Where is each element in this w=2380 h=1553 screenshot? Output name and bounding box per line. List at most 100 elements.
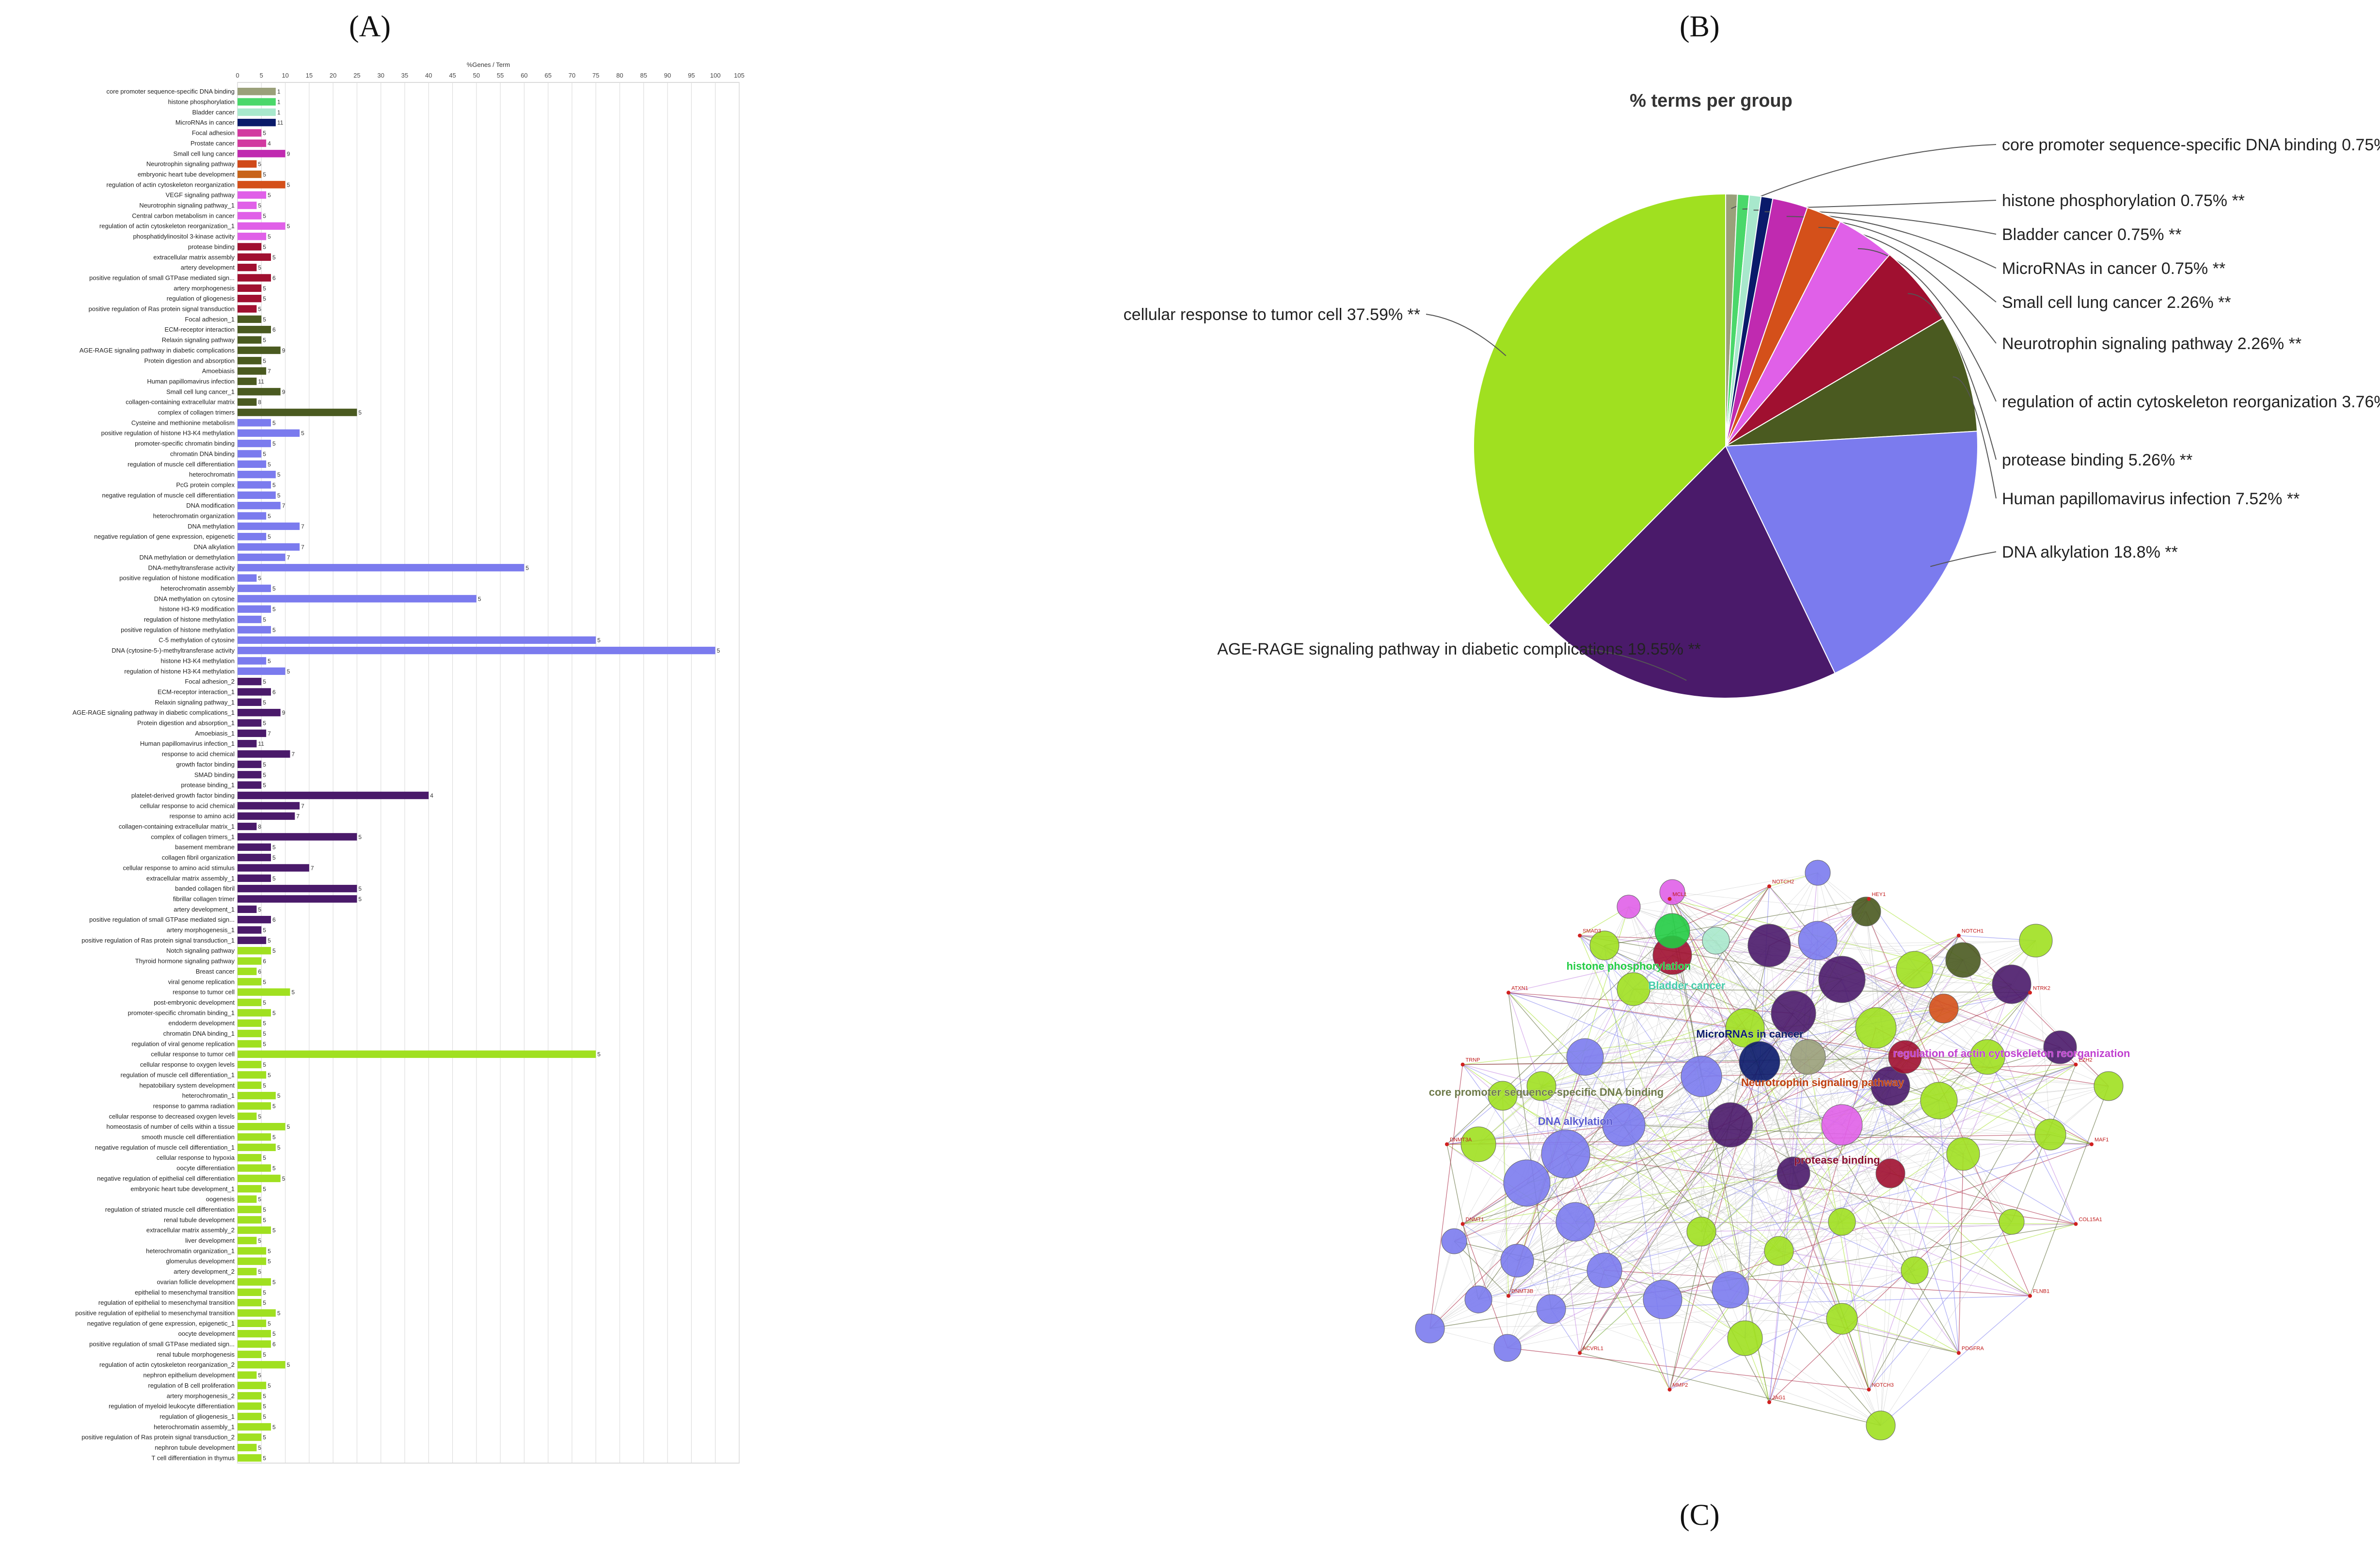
category-label: cellular response to decreased oxygen le…: [109, 1113, 235, 1120]
bar-count-label: 5: [263, 1020, 266, 1027]
bar: [238, 802, 300, 810]
bar-count-label: 5: [263, 927, 266, 934]
bar-count-label: 6: [272, 274, 276, 281]
bar: [238, 1164, 271, 1172]
term-node: [1739, 1041, 1780, 1083]
pie-slice: [1473, 193, 1726, 626]
bar-count-label: 5: [272, 254, 276, 261]
network-edge: [1478, 906, 1629, 1300]
term-node: [2034, 1119, 2066, 1151]
slice-label: Small cell lung cancer 2.26% **: [2002, 293, 2231, 312]
bar: [238, 326, 271, 334]
cluster-label: DNA alkylation: [1538, 1115, 1613, 1127]
category-label: response to acid chemical: [162, 751, 235, 758]
bar-count-label: 5: [258, 1372, 261, 1379]
term-node: [1826, 1303, 1858, 1335]
network-edge: [1478, 969, 1915, 1300]
slice-label: AGE-RAGE signaling pathway in diabetic c…: [1217, 640, 1701, 658]
network-edge: [1454, 1241, 1959, 1354]
bar-count-label: 5: [268, 1320, 271, 1327]
term-node: [1493, 1334, 1522, 1362]
category-label: chromatin DNA binding_1: [163, 1030, 235, 1037]
network-edge: [1502, 945, 1770, 1096]
category-label: histone H3-K4 methylation: [161, 657, 235, 664]
bar-count-label: 7: [301, 802, 304, 809]
term-node: [1727, 1320, 1763, 1356]
category-label: positive regulation of small GTPase medi…: [89, 916, 235, 923]
slice-label: core promoter sequence-specific DNA bind…: [2002, 136, 2380, 154]
bar-count-label: 5: [277, 1144, 281, 1151]
cluster-label: Neurotrophin signaling pathway: [1741, 1076, 1904, 1089]
gene-label: NTRK2: [2033, 985, 2050, 991]
network-edge: [1793, 935, 1959, 1014]
bar-count-label: 5: [263, 771, 266, 778]
network-edge: [1672, 892, 1794, 1014]
network-edge: [1429, 1061, 1760, 1329]
bar: [238, 864, 309, 872]
bar: [238, 1433, 262, 1441]
bar: [238, 750, 290, 758]
bar: [238, 740, 257, 748]
term-node: [1617, 895, 1641, 919]
bar-count-label: 7: [268, 368, 271, 375]
network-edge: [1478, 945, 1605, 1300]
category-label: cellular response to oxygen levels: [140, 1061, 235, 1068]
network-edge: [1478, 1250, 1779, 1300]
bar: [238, 274, 271, 282]
bar: [238, 1298, 262, 1307]
pie-title: % terms per group: [1630, 91, 1793, 111]
category-label: ovarian follicle development: [157, 1278, 235, 1285]
network-edge: [1778, 979, 1842, 1251]
category-label: C-5 methylation of cytosine: [159, 637, 235, 644]
network-edge: [1429, 945, 1770, 1329]
bar: [238, 1060, 262, 1069]
category-label: embryonic heart tube development: [138, 171, 235, 178]
bar-count-label: 5: [287, 181, 290, 188]
bar: [238, 1329, 271, 1338]
bar-count-label: 5: [272, 1279, 276, 1285]
bar-count-label: 5: [272, 481, 276, 488]
x-tick-label: 10: [282, 72, 288, 79]
category-label: histone H3-K9 modification: [159, 606, 235, 613]
category-label: Notch signaling pathway: [166, 947, 235, 954]
x-tick-label: 75: [592, 72, 599, 79]
network-edge: [1502, 1095, 2051, 1135]
bar-count-label: 5: [268, 1258, 271, 1265]
bar-count-label: 5: [301, 430, 304, 437]
category-label: DNA alkylation: [193, 544, 235, 551]
term-node: [1654, 913, 1690, 949]
pie-chart: % terms per group core promoter sequence-…: [1124, 91, 2380, 699]
bar: [238, 957, 262, 965]
bar: [238, 657, 267, 665]
bar: [238, 1216, 262, 1224]
bar-count-label: 11: [258, 378, 264, 385]
bar-count-label: 5: [272, 1330, 276, 1337]
enrichment-network: MAF1 COL15A1 FLNB1 PDGFRA NOTCH3 JAG1 MMP2 ACVR…: [1415, 860, 2130, 1441]
bar-count-label: 5: [272, 606, 276, 613]
network-edge: [1575, 1221, 1670, 1390]
gene-label: COL15A1: [2079, 1217, 2102, 1222]
network-edge: [1715, 940, 1809, 1057]
bar: [238, 481, 271, 489]
category-label: Amoebiasis_1: [195, 730, 235, 737]
network-edge: [1769, 945, 1794, 1174]
bar-count-label: 5: [287, 668, 290, 675]
category-label: Bladder cancer: [192, 109, 235, 116]
bar-count-label: 5: [277, 1092, 281, 1099]
network-edge: [1478, 940, 1716, 1145]
bar-count-label: 5: [258, 1268, 261, 1275]
bar-count-label: 5: [282, 1175, 286, 1182]
bar: [238, 460, 267, 468]
bar: [238, 243, 262, 251]
network-edge: [1672, 892, 1842, 1125]
bar: [238, 305, 257, 313]
bar-count-label: 5: [268, 1072, 271, 1078]
bar: [238, 698, 262, 706]
network-edge: [1579, 1352, 1881, 1426]
term-node: [1587, 1252, 1622, 1288]
term-node: [1771, 991, 1816, 1036]
network-edge: [1429, 1124, 1842, 1329]
bar: [238, 905, 257, 913]
bar: [238, 926, 262, 934]
bar: [238, 967, 257, 976]
